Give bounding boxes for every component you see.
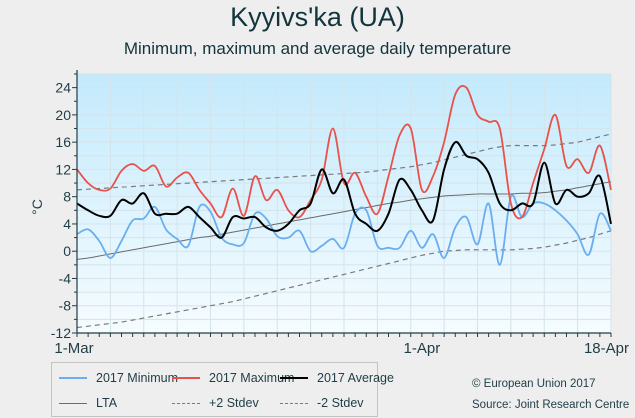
axes: 24 20 16 12 8 4 0 -4 -8 -121-Mar 1-Apr 18-Apr	[51, 70, 629, 357]
legend-swatch-min	[59, 377, 87, 379]
legend-label-minus2: -2 Stdev	[317, 396, 364, 410]
legend-label-max: 2017 Maximum	[209, 371, 295, 385]
y-tick-label: 0	[63, 243, 71, 259]
legend-item-plus2[interactable]: +2 Stdev	[172, 396, 259, 410]
legend-label-plus2: +2 Stdev	[209, 396, 259, 410]
series-layer	[76, 84, 612, 329]
chart-title: Kyyivs'ka (UA)	[230, 2, 405, 32]
y-tick-label: 16	[55, 134, 71, 150]
grid-lines	[76, 73, 612, 334]
legend-label-avg: 2017 Average	[317, 371, 394, 385]
y-tick-label: -12	[51, 325, 71, 341]
legend-label-min: 2017 Minimum	[96, 371, 178, 385]
y-tick-label: 8	[63, 189, 71, 205]
legend-swatch-avg	[280, 377, 308, 379]
legend-swatch-lta	[59, 402, 87, 404]
legend: 2017 Minimum 2017 Maximum 2017 Average L…	[51, 362, 394, 417]
y-tick-label: 20	[55, 107, 71, 123]
y-tick-label: -8	[59, 298, 72, 314]
legend-swatch-max	[172, 377, 200, 379]
source-text: Source: Joint Research Centre	[472, 399, 630, 411]
legend-label-lta: LTA	[96, 396, 118, 410]
chart-canvas: 24 20 16 12 8 4 0 -4 -8 -121-Mar 1-Apr 18-Apr °C	[29, 70, 629, 357]
y-tick-label: 12	[55, 161, 71, 177]
copyright-text: © European Union 2017	[472, 378, 596, 390]
legend-item-avg[interactable]: 2017 Average	[280, 371, 394, 385]
y-axis-label: °C	[29, 199, 45, 215]
legend-item-min[interactable]: 2017 Minimum	[59, 371, 178, 385]
series-lta	[76, 181, 612, 260]
legend-item-lta[interactable]: LTA	[59, 396, 117, 410]
chart-subtitle: Minimum, maximum and average daily tempe…	[123, 39, 512, 58]
x-tick-label: 1-Apr	[404, 340, 441, 357]
y-tick-label: -4	[59, 270, 72, 286]
x-tick-label: 1-Mar	[54, 340, 93, 357]
legend-swatch-plus2	[172, 402, 200, 404]
x-tick-label: 18-Apr	[584, 340, 629, 357]
legend-swatch-minus2	[280, 402, 308, 404]
series-2017-average	[76, 141, 612, 239]
legend-item-minus2[interactable]: -2 Stdev	[280, 396, 364, 410]
legend-item-max[interactable]: 2017 Maximum	[172, 371, 294, 385]
y-tick-label: 4	[63, 216, 71, 232]
y-tick-label: 24	[55, 80, 71, 96]
series-minus2-stdev	[76, 230, 612, 329]
series-2017-maximum	[76, 84, 612, 220]
